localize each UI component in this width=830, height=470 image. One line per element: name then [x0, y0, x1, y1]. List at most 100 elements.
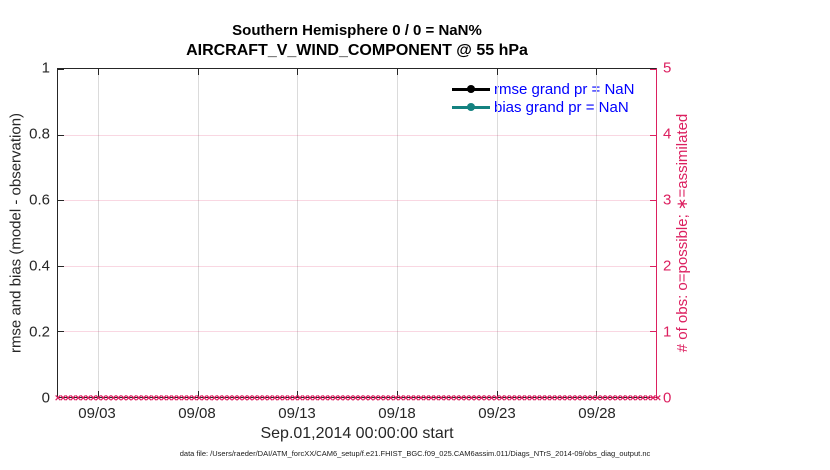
- obs-count-marker: ×: [165, 392, 173, 405]
- right-y-tick-label: 0: [663, 389, 672, 407]
- left-y-tick-mark: [58, 331, 64, 333]
- right-y-tick-mark: [650, 69, 656, 70]
- obs-count-marker: ×: [110, 392, 117, 405]
- obs-count-marker: ×: [145, 392, 152, 405]
- obs-count-marker: ×: [553, 392, 561, 405]
- obs-count-marker: ×: [59, 392, 67, 405]
- obs-count-marker: ×: [246, 392, 253, 405]
- obs-count-marker: ×: [185, 392, 193, 405]
- left-axis-tick-labels: 0 0.2 0.4 0.6 0.8 1: [0, 60, 50, 407]
- plot-area: rmse grand pr = NaN bias grand pr = NaN …: [55, 68, 661, 404]
- right-y-tick-label: 1: [663, 323, 672, 341]
- title-block: Southern Hemisphere 0 / 0 = NaN% AIRCRAF…: [57, 21, 657, 61]
- left-y-tick-label: 1: [41, 59, 50, 77]
- obs-count-marker: ×: [261, 392, 268, 405]
- obs-count-marker: ×: [271, 392, 279, 405]
- left-y-tick-label: 0.6: [29, 191, 50, 209]
- obs-count-marker: ×: [448, 392, 455, 405]
- obs-count-marker: ×: [538, 392, 546, 405]
- obs-count-marker: ×: [362, 392, 369, 405]
- obs-count-marker: ×: [160, 392, 168, 405]
- obs-count-marker: ×: [654, 392, 662, 405]
- obs-count-marker: ×: [150, 392, 158, 405]
- obs-count-marker: ×: [140, 392, 147, 405]
- x-tick-label: 09/28: [578, 405, 616, 422]
- left-y-tick-label: 0: [41, 389, 50, 407]
- obs-count-marker: ×: [231, 392, 238, 405]
- obs-count-marker: ×: [276, 392, 284, 405]
- obs-count-marker: ×: [170, 392, 178, 405]
- left-y-tick-mark: [58, 200, 64, 202]
- obs-count-marker: ×: [190, 392, 198, 405]
- left-y-tick-mark: [58, 134, 64, 136]
- gridline-vertical: [496, 69, 498, 397]
- obs-count-marker: ×: [135, 392, 142, 405]
- gridline-vertical: [596, 69, 598, 397]
- x-tick-mark: [596, 69, 598, 75]
- obs-count-marker: ×: [599, 392, 606, 405]
- obs-count-marker: ×: [95, 392, 102, 405]
- obs-count-marker: ×: [483, 392, 490, 405]
- x-tick-mark: [197, 391, 199, 397]
- obs-count-marker: ×: [417, 392, 425, 405]
- x-tick-mark: [97, 69, 99, 75]
- obs-count-marker: ×: [473, 392, 480, 405]
- right-y-tick-mark: [650, 265, 656, 267]
- x-tick-mark: [396, 391, 398, 397]
- x-axis-tick-labels: 09/03 09/08 09/13 09/18 09/23 09/28: [57, 403, 657, 423]
- bias-marker-dot-icon: [467, 103, 475, 111]
- obs-count-marker: ×: [130, 392, 137, 405]
- obs-count-marker: ×: [427, 392, 435, 405]
- obs-count-marker: ×: [478, 392, 485, 405]
- obs-count-marker: ×: [443, 392, 450, 405]
- obs-count-marker: ×: [311, 392, 319, 405]
- left-y-tick-mark: [58, 69, 64, 70]
- obs-count-marker: ×: [488, 392, 495, 405]
- obs-count-marker: ×: [281, 392, 289, 405]
- obs-count-marker: ×: [180, 392, 188, 405]
- legend: rmse grand pr = NaN bias grand pr = NaN: [452, 80, 634, 116]
- obs-count-marker: ×: [256, 392, 263, 405]
- obs-count-marker: ×: [468, 392, 475, 405]
- obs-count-marker: ×: [644, 392, 652, 405]
- obs-count-marker: ×: [316, 392, 324, 405]
- right-y-tick-label: 5: [663, 59, 672, 77]
- chart-title: Southern Hemisphere 0 / 0 = NaN%: [232, 22, 482, 39]
- left-y-tick-label: 0.4: [29, 257, 50, 275]
- x-tick-mark: [97, 391, 99, 397]
- obs-count-marker: ×: [352, 392, 359, 405]
- obs-count-marker: ×: [322, 392, 329, 405]
- obs-count-marker: ×: [528, 392, 536, 405]
- obs-count-marker: ×: [569, 392, 576, 405]
- x-tick-mark: [496, 391, 498, 397]
- obs-count-marker: ×: [382, 392, 389, 405]
- obs-count-marker: ×: [115, 392, 122, 405]
- obs-count-marker: ×: [74, 392, 82, 405]
- x-axis-label: Sep.01,2014 00:00:00 start: [260, 425, 454, 442]
- obs-count-marker: ×: [412, 392, 420, 405]
- obs-count-marker: ×: [367, 392, 374, 405]
- obs-count-marker: ×: [574, 392, 581, 405]
- gridline-vertical: [297, 69, 299, 397]
- right-y-tick-mark: [650, 200, 656, 202]
- gridline-horizontal: [58, 134, 656, 136]
- right-y-tick-label: 4: [663, 125, 672, 143]
- obs-count-marker: ×: [105, 392, 112, 405]
- obs-count-marker: ×: [493, 392, 500, 405]
- obs-count-marker: ×: [69, 392, 77, 405]
- x-tick-mark: [297, 69, 299, 75]
- obs-count-marker: ×: [513, 392, 521, 405]
- x-tick-mark: [396, 69, 398, 75]
- rmse-line-sample: [452, 85, 490, 93]
- obs-count-marker: ×: [377, 392, 384, 405]
- obs-count-marker: ×: [200, 392, 208, 405]
- chart-subtitle: AIRCRAFT_V_WIND_COMPONENT @ 55 hPa: [186, 42, 528, 59]
- obs-count-marker: ×: [437, 392, 445, 405]
- obs-count-marker: ×: [372, 392, 379, 405]
- obs-count-marker: ×: [236, 392, 243, 405]
- obs-count-marker: ×: [634, 392, 642, 405]
- obs-count-marker: ×: [548, 392, 556, 405]
- right-y-tick-label: 2: [663, 257, 672, 275]
- data-file-path: data file: /Users/raeder/DAI/ATM_forcXX/…: [179, 449, 651, 458]
- obs-count-marker: ×: [604, 392, 611, 405]
